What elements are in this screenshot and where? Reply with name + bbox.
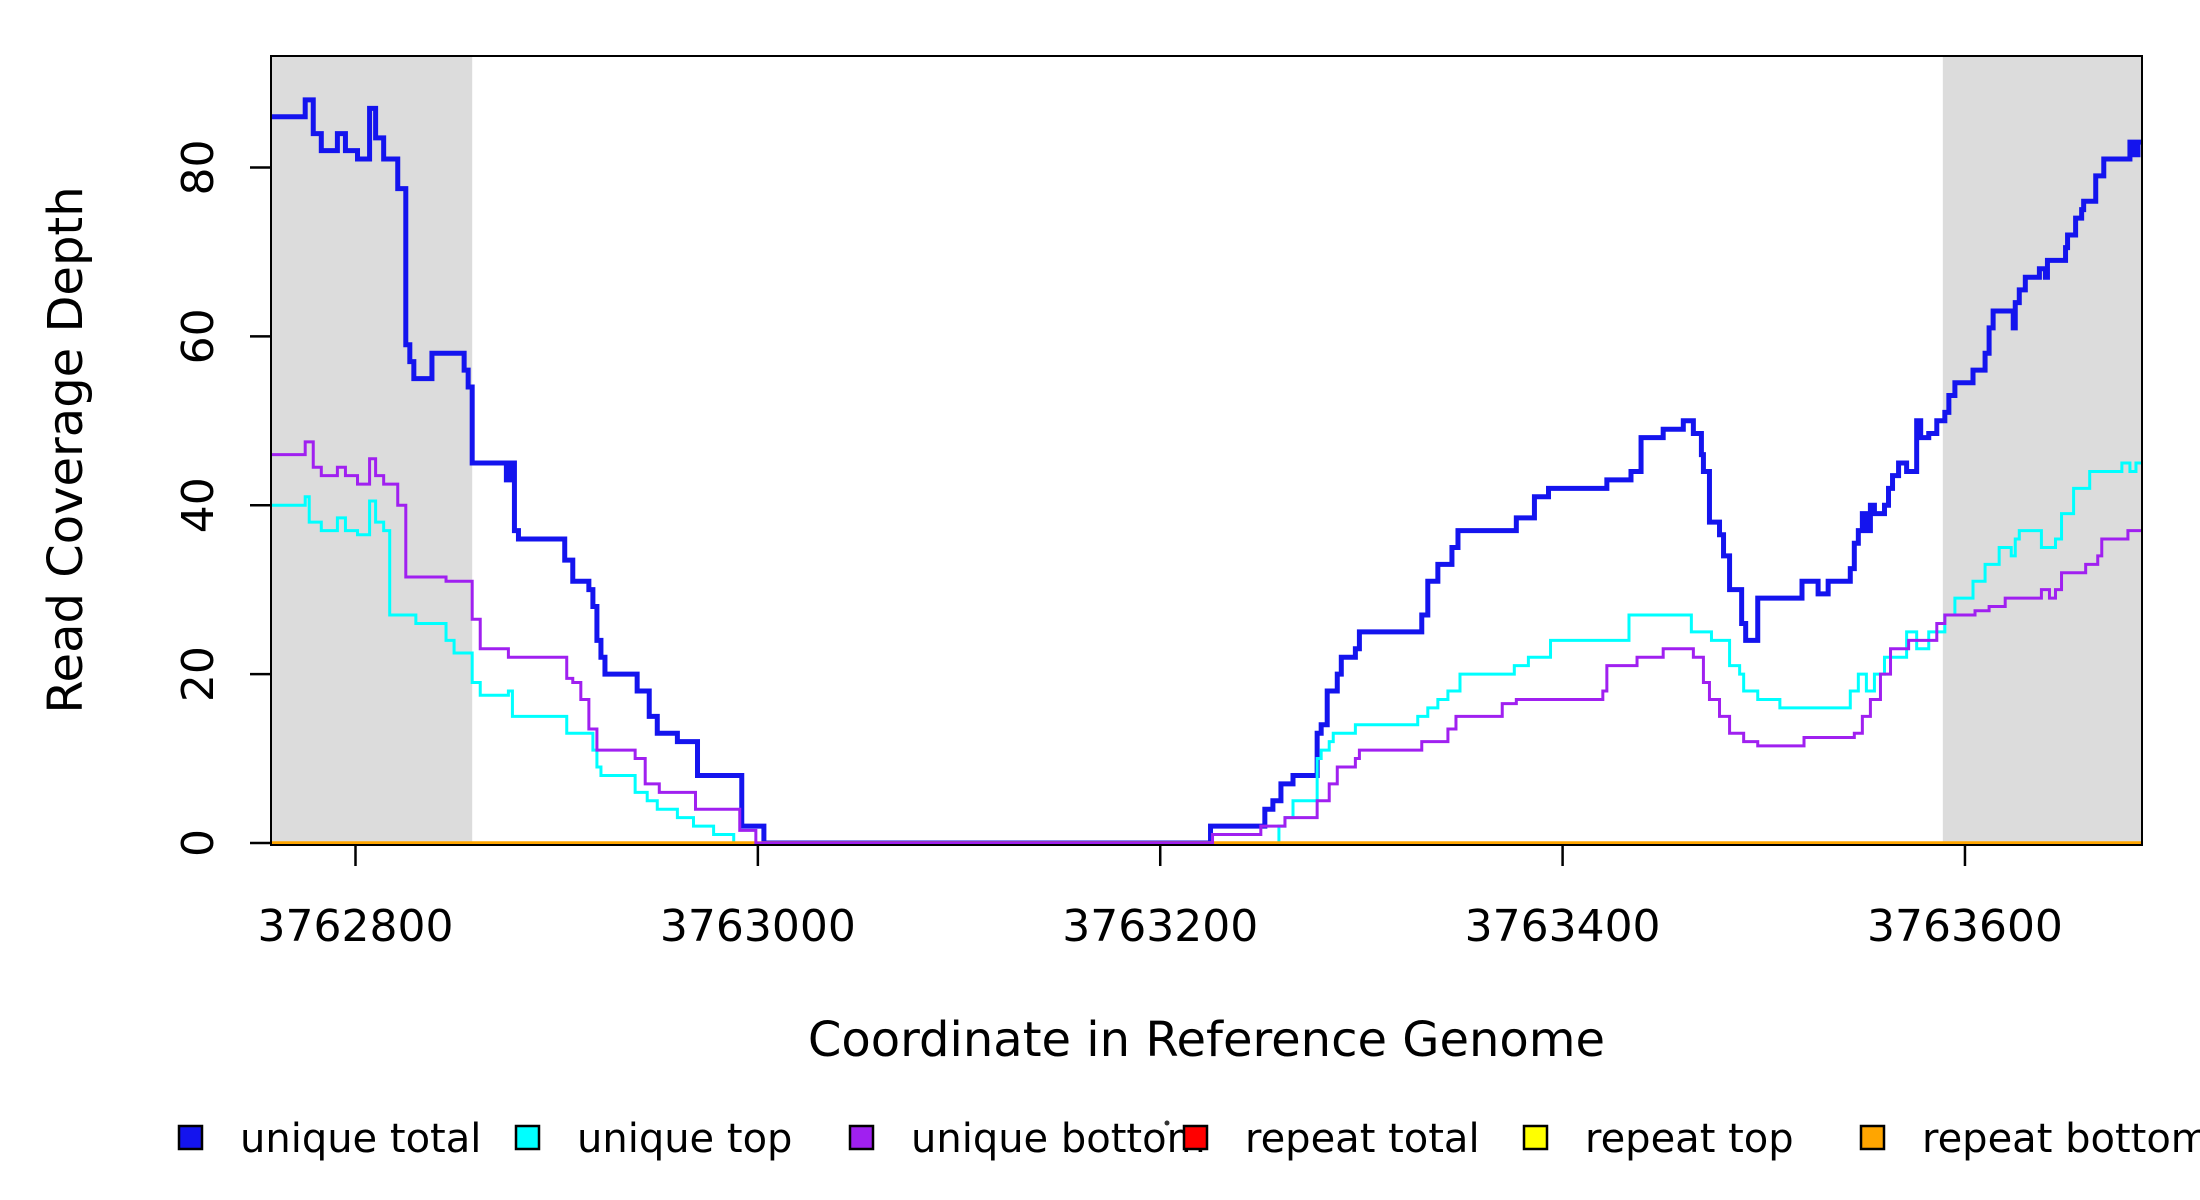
legend-swatch-repeat-top [1522, 1124, 1549, 1151]
series-unique-total [271, 97, 2142, 846]
legend-label-repeat-total: repeat total [1245, 1116, 1480, 1162]
plot-border [270, 55, 2143, 846]
legend-swatch-unique-total [177, 1124, 204, 1151]
x-tick-label: 3763000 [660, 901, 856, 952]
legend-label-unique-bottom: unique bottom [911, 1116, 1206, 1162]
y-tick-label: 80 [173, 139, 224, 195]
y-tick-label: 40 [173, 477, 224, 533]
y-tick-label: 0 [173, 829, 224, 857]
legend-swatch-repeat-bottom [1859, 1124, 1886, 1151]
legend-artifact-dot [1164, 1120, 1170, 1126]
x-tick-label: 3762800 [258, 901, 454, 952]
legend-swatch-repeat-total [1182, 1124, 1209, 1151]
legend-label-unique-total: unique total [240, 1116, 481, 1162]
legend-label-repeat-top: repeat top [1585, 1116, 1794, 1162]
y-axis-title: Read Coverage Depth [38, 186, 94, 713]
legend-swatch-unique-bottom [848, 1124, 875, 1151]
legend-label-unique-top: unique top [577, 1116, 792, 1162]
y-tick-label: 20 [173, 646, 224, 702]
y-tick-label: 60 [173, 308, 224, 364]
series-unique-bottom [271, 440, 2142, 845]
series-unique-top [271, 461, 2142, 845]
x-axis-title: Coordinate in Reference Genome [808, 1012, 1605, 1068]
shaded-region-left [271, 56, 473, 845]
legend-swatch-unique-top [514, 1124, 541, 1151]
legend-label-repeat-bottom: repeat bottom [1922, 1116, 2200, 1162]
x-tick-label: 3763200 [1062, 901, 1258, 952]
x-tick-label: 3763600 [1867, 901, 2063, 952]
shaded-region-right [1942, 56, 2142, 845]
x-tick-label: 3763400 [1465, 901, 1661, 952]
